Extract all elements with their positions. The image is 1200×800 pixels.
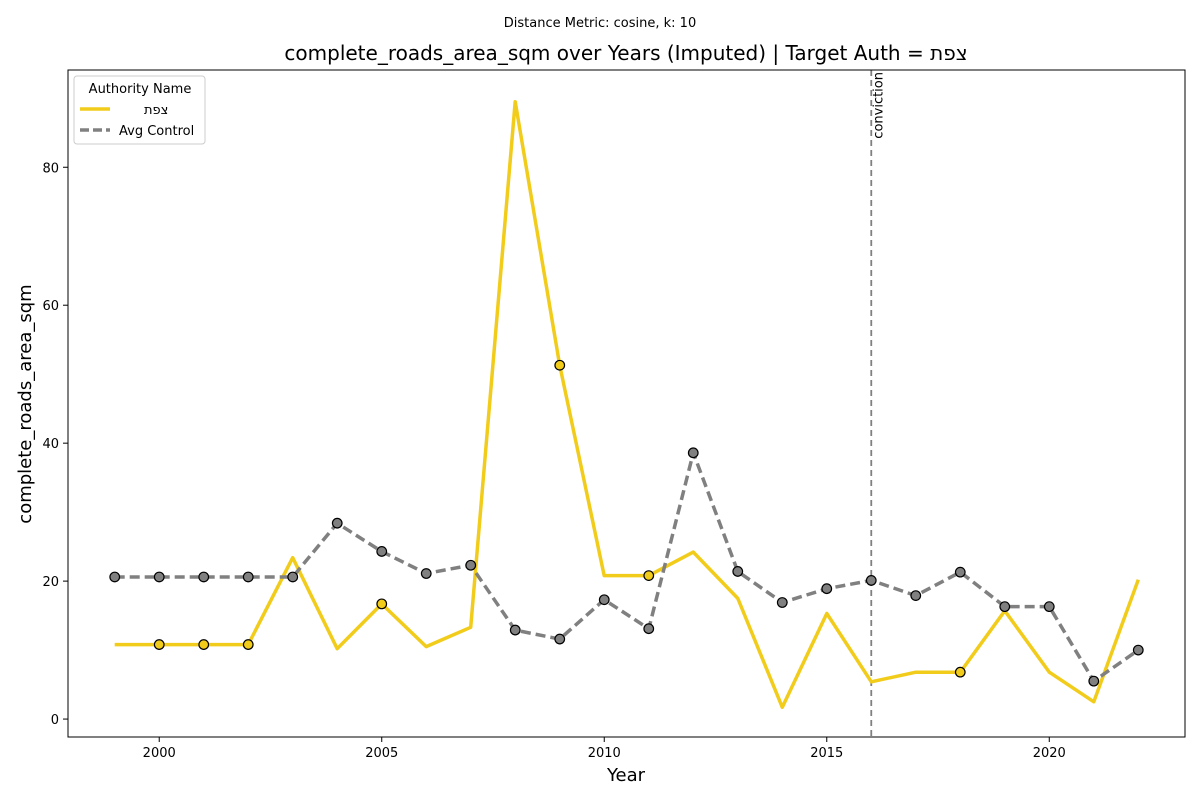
series-line xyxy=(114,99,1140,710)
data-point xyxy=(242,571,254,583)
data-point xyxy=(198,639,210,650)
legend-box xyxy=(73,75,206,145)
data-point xyxy=(687,447,699,459)
legend-title: Authority Name xyxy=(89,82,192,97)
y-axis-label: complete_roads_area_sqm xyxy=(15,284,36,523)
data-point xyxy=(954,666,966,678)
data-point xyxy=(287,571,299,583)
series-line xyxy=(114,451,1140,683)
data-point xyxy=(554,633,566,645)
x-tick-label: 2010 xyxy=(588,746,621,761)
y-tick-label: 20 xyxy=(42,575,59,590)
legend-entry-target: צפת xyxy=(144,103,168,118)
data-point xyxy=(999,601,1011,613)
data-point xyxy=(153,639,165,650)
data-point xyxy=(732,566,744,577)
data-point xyxy=(109,571,121,583)
chart-suptitle: Distance Metric: cosine, k: 10 xyxy=(504,16,696,31)
plot-frame xyxy=(67,69,1186,738)
data-point xyxy=(910,590,922,601)
data-point xyxy=(198,571,210,583)
x-axis-label: Year xyxy=(606,765,646,786)
x-tick-label: 2015 xyxy=(810,746,843,761)
data-point xyxy=(598,594,610,606)
data-point xyxy=(331,517,343,529)
y-tick-label: 40 xyxy=(42,437,59,452)
data-point xyxy=(821,583,833,595)
data-point xyxy=(1088,675,1100,687)
event-label: conviction xyxy=(871,72,886,139)
data-point xyxy=(1043,601,1055,613)
data-point xyxy=(643,570,655,581)
data-point xyxy=(376,546,388,557)
x-axis: 2000 2005 2010 2015 2020 xyxy=(143,737,1066,761)
chart-title: complete_roads_area_sqm over Years (Impu… xyxy=(284,41,967,65)
x-tick-label: 2000 xyxy=(143,746,176,761)
y-tick-label: 0 xyxy=(51,713,59,728)
data-point xyxy=(465,559,477,571)
x-tick-label: 2005 xyxy=(365,746,398,761)
data-point xyxy=(1132,644,1144,656)
data-point xyxy=(954,566,966,578)
y-axis: 0 20 40 60 80 xyxy=(42,161,68,728)
data-point xyxy=(509,624,521,636)
plot-area: conviction xyxy=(109,70,1144,737)
data-point xyxy=(242,639,254,650)
data-point xyxy=(643,623,655,635)
legend-entry-control: Avg Control xyxy=(119,124,194,139)
data-point xyxy=(554,359,566,371)
data-point xyxy=(376,598,388,610)
data-point xyxy=(420,568,432,579)
x-tick-label: 2020 xyxy=(1033,746,1066,761)
data-point xyxy=(865,575,877,586)
data-point xyxy=(153,571,165,583)
legend: Authority Name צפת Avg Control xyxy=(73,75,206,145)
y-tick-label: 80 xyxy=(42,161,59,176)
y-tick-label: 60 xyxy=(42,299,59,314)
data-point xyxy=(776,597,788,608)
